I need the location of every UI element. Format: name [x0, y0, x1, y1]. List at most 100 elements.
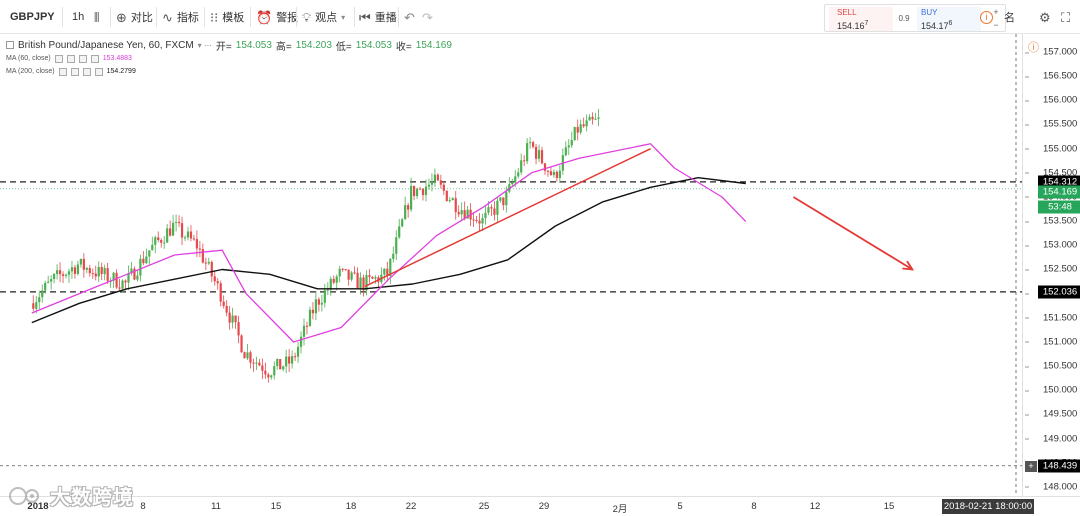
- candle-body: [41, 290, 44, 298]
- candle-body: [204, 262, 207, 264]
- price-tick-label: 157.000: [1024, 46, 1078, 58]
- toolbar-divider: [110, 7, 111, 27]
- settings-toggle-icon[interactable]: [66, 54, 75, 63]
- scale-settings-icon[interactable]: ⓘ: [1028, 42, 1039, 54]
- candle-body: [326, 289, 329, 291]
- candle-body: [154, 237, 157, 245]
- templates-icon: ⁝⁝: [210, 9, 219, 25]
- buy-button[interactable]: BUY 154.176: [917, 7, 981, 31]
- collapse-legend-icon[interactable]: [6, 41, 14, 49]
- quantity-minus-button[interactable]: −: [993, 20, 999, 30]
- price-scale[interactable]: 157.000 156.500 156.000 155.500 155.000 154.5…: [1022, 34, 1080, 496]
- quantity-plus-button[interactable]: +: [993, 7, 999, 17]
- legend-menu-icon[interactable]: ▾ ⋯: [197, 40, 212, 50]
- candle-body: [255, 362, 258, 364]
- name-button[interactable]: 名: [1004, 0, 1015, 34]
- candle-body: [389, 258, 392, 276]
- chart-canvas[interactable]: [0, 34, 1022, 496]
- candle-body: [395, 237, 398, 254]
- candle-body: [91, 273, 94, 275]
- symbol-search-button[interactable]: GBPJPY: [10, 0, 55, 34]
- candle-body: [582, 124, 585, 127]
- candle-body: [386, 268, 389, 276]
- candle-body: [296, 346, 300, 357]
- replay-label: 重播: [374, 12, 397, 24]
- candle-body: [207, 261, 210, 264]
- price-tick-label: 150.500: [1024, 360, 1078, 372]
- compare-label: 对比: [130, 12, 153, 24]
- candle-body: [82, 258, 85, 270]
- candle-body: [472, 219, 475, 221]
- candle-body: [487, 207, 490, 213]
- alert-button[interactable]: ⏰ 警报: [256, 0, 298, 34]
- candle-body: [564, 147, 567, 156]
- candle-body: [374, 277, 377, 279]
- buy-label: BUY: [921, 8, 938, 17]
- candle-body: [585, 120, 588, 127]
- settings-toggle-icon[interactable]: [70, 67, 79, 76]
- compare-button[interactable]: ⊕ 对比: [116, 0, 153, 34]
- candle-body: [427, 184, 431, 187]
- redo-button[interactable]: ↷: [422, 0, 433, 34]
- remove-indicator-icon[interactable]: [82, 67, 91, 76]
- more-options-icon[interactable]: [90, 54, 99, 63]
- candle-body: [365, 275, 368, 291]
- candle-body: [97, 266, 100, 277]
- candle-body: [285, 356, 288, 367]
- candle-body: [219, 283, 222, 302]
- candle-body: [505, 191, 508, 206]
- sell-button[interactable]: SELL 154.167: [829, 7, 893, 31]
- candle-body: [267, 374, 270, 378]
- candle-body: [332, 278, 335, 283]
- candle-body: [529, 142, 532, 144]
- fullscreen-button[interactable]: ⛶: [1061, 0, 1070, 34]
- replay-button[interactable]: ⏮ 重播: [359, 0, 397, 34]
- price-tick-label: 148.000: [1024, 481, 1078, 493]
- info-button[interactable]: i: [980, 0, 993, 34]
- toolbar-divider: [250, 7, 251, 27]
- candle-body: [70, 267, 74, 272]
- candle-body: [246, 352, 249, 359]
- watermark-logo-icon: [9, 486, 39, 505]
- ma200-value: 154.2799: [106, 68, 136, 75]
- candle-body: [249, 352, 252, 363]
- candle-body: [484, 212, 487, 219]
- ideas-button[interactable]: 💡︎ 观点 ▾: [302, 0, 345, 34]
- trade-panel: SELL 154.167 0.9 BUY 154.176 + −: [824, 4, 1006, 32]
- time-scale[interactable]: 2018-02-21 18:00:00 2018 8 11 15 18 22 25 29 2月 5…: [0, 496, 1080, 516]
- undo-icon: ↶: [404, 9, 415, 25]
- visibility-toggle-icon[interactable]: [54, 54, 63, 63]
- candle-body: [270, 375, 273, 378]
- alert-label: 警报: [276, 12, 299, 24]
- templates-button[interactable]: ⁝⁝ 模板: [210, 0, 244, 34]
- candle-body: [314, 299, 318, 314]
- candles-icon: ⫴: [94, 9, 100, 25]
- price-tick-label: 154.500: [1024, 167, 1078, 179]
- remove-indicator-icon[interactable]: [78, 54, 87, 63]
- candle-body: [76, 264, 80, 274]
- visibility-toggle-icon[interactable]: [58, 67, 67, 76]
- legend-ma60: MA (60, close) 153.4883: [6, 52, 452, 65]
- candle-body: [216, 281, 219, 284]
- candle-body: [344, 269, 347, 271]
- candle-body: [157, 237, 160, 240]
- candle-body: [115, 272, 118, 288]
- ma60-line: [31, 143, 747, 343]
- more-options-icon[interactable]: [94, 67, 103, 76]
- candle-body: [537, 150, 541, 159]
- interval-button[interactable]: 1h: [72, 0, 84, 34]
- undo-button[interactable]: ↶: [404, 0, 415, 34]
- candle-body: [531, 142, 535, 147]
- watermark-text: 大数跨境: [50, 487, 134, 509]
- candle-body: [58, 270, 62, 275]
- high-value: 154.203: [295, 39, 332, 51]
- candle-body: [88, 268, 91, 274]
- add-order-button[interactable]: +: [1025, 461, 1037, 472]
- candle-body: [133, 268, 136, 280]
- settings-button[interactable]: ⚙: [1039, 0, 1051, 34]
- indicators-button[interactable]: ∿ 指标: [162, 0, 199, 34]
- candle-body: [347, 269, 350, 280]
- candle-body: [47, 281, 50, 283]
- chart-legend: British Pound/Japanese Yen, 60, FXCM ▾ ⋯…: [6, 38, 452, 78]
- chart-style-button[interactable]: ⫴: [94, 0, 99, 34]
